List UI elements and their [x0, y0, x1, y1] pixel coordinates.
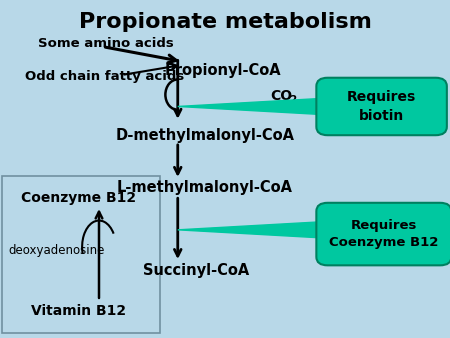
Text: Requires
Coenzyme B12: Requires Coenzyme B12 — [329, 219, 439, 249]
Text: Some amino acids: Some amino acids — [38, 38, 174, 50]
Text: Propionyl-CoA: Propionyl-CoA — [164, 63, 281, 78]
Text: 2: 2 — [289, 95, 296, 105]
Text: L-methylmalonyl-CoA: L-methylmalonyl-CoA — [117, 180, 293, 195]
Polygon shape — [178, 221, 328, 238]
Text: Vitamin B12: Vitamin B12 — [31, 304, 126, 318]
Text: deoxyadenosine: deoxyadenosine — [8, 244, 104, 257]
FancyBboxPatch shape — [2, 176, 160, 333]
Text: CO: CO — [270, 89, 292, 103]
Polygon shape — [178, 98, 328, 115]
Text: Odd chain fatty acids: Odd chain fatty acids — [25, 70, 184, 82]
Text: Succinyl-CoA: Succinyl-CoA — [143, 263, 249, 278]
Text: D-methylmalonyl-CoA: D-methylmalonyl-CoA — [115, 128, 294, 143]
FancyBboxPatch shape — [316, 78, 447, 135]
Text: Propionate metabolism: Propionate metabolism — [79, 12, 371, 32]
FancyBboxPatch shape — [316, 203, 450, 265]
Text: Coenzyme B12: Coenzyme B12 — [21, 191, 136, 205]
Text: Requires
biotin: Requires biotin — [347, 90, 416, 123]
